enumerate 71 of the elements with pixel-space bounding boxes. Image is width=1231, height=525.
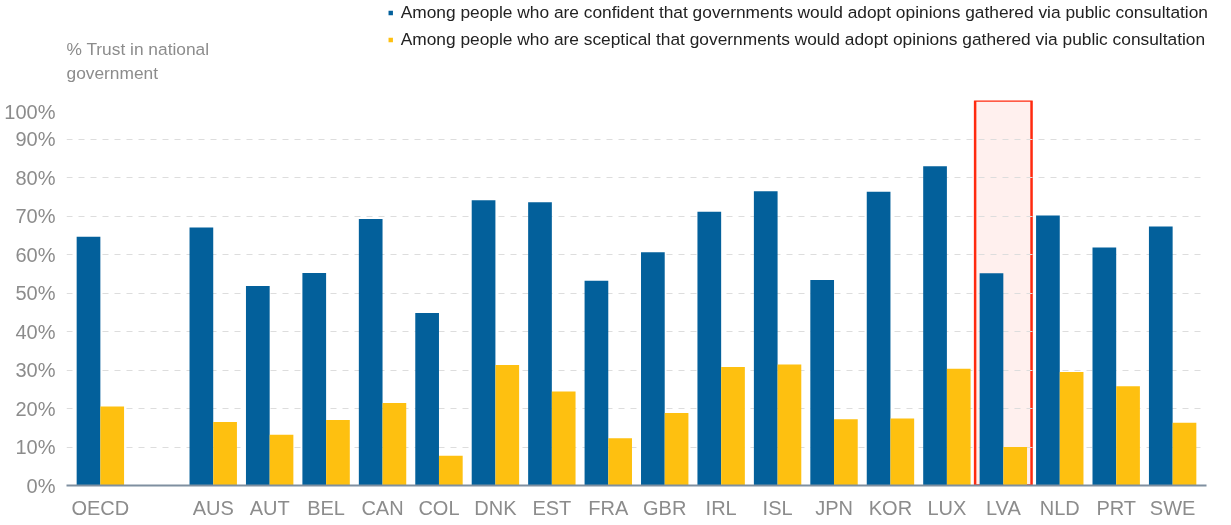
x-tick-label: LVA bbox=[985, 496, 1022, 519]
x-tick-label: IRL bbox=[705, 496, 737, 519]
y-tick-label: 80% bbox=[15, 166, 56, 189]
y-tick-label: 60% bbox=[15, 243, 56, 266]
bar bbox=[326, 420, 350, 486]
bar bbox=[1003, 447, 1028, 486]
x-tick-label: AUS bbox=[192, 496, 234, 519]
x-tick-label: CAN bbox=[361, 496, 404, 519]
legend-label: Among people who are confident that governments would adopt opinions gathered via public consultation bbox=[400, 2, 1208, 23]
y-tick-label: 40% bbox=[15, 320, 56, 343]
bar bbox=[697, 211, 722, 486]
bar bbox=[471, 200, 496, 486]
x-tick-label: LUX bbox=[927, 496, 967, 519]
x-tick-label: NLD bbox=[1039, 496, 1080, 519]
bar bbox=[979, 273, 1004, 486]
x-tick-label: DNK bbox=[474, 496, 518, 519]
x-tick-label: AUT bbox=[249, 496, 290, 519]
y-tick-label: 90% bbox=[15, 128, 56, 150]
x-tick-label: KOR bbox=[868, 496, 913, 519]
bar bbox=[1116, 386, 1140, 486]
bar bbox=[584, 280, 609, 486]
y-tick-label: 70% bbox=[15, 205, 56, 227]
x-tick-label: COL bbox=[418, 496, 460, 519]
legend-label: Among people who are sceptical that governments would adopt opinions gathered via public consultation bbox=[400, 29, 1206, 50]
bar bbox=[269, 434, 294, 486]
y-tick-label: 20% bbox=[15, 397, 56, 420]
bar bbox=[189, 227, 214, 486]
x-tick-label: JPN bbox=[815, 496, 853, 519]
bar bbox=[415, 313, 439, 486]
bar bbox=[358, 219, 383, 486]
bar bbox=[551, 391, 576, 486]
bar bbox=[753, 191, 778, 486]
x-tick-label: OECD bbox=[71, 496, 130, 519]
y-tick-label: 0% bbox=[26, 474, 56, 497]
y-axis-title: % Trust in national government bbox=[66, 38, 210, 83]
bar bbox=[641, 252, 665, 486]
bar bbox=[245, 286, 270, 486]
x-tick-label: ISL bbox=[762, 496, 793, 519]
bar bbox=[946, 368, 971, 486]
bar bbox=[1059, 371, 1084, 486]
bar bbox=[664, 413, 689, 486]
bar bbox=[213, 421, 237, 486]
bar bbox=[302, 272, 327, 486]
bar bbox=[495, 364, 520, 486]
y-tick-label: 50% bbox=[15, 282, 56, 304]
bar bbox=[76, 236, 101, 486]
bar bbox=[528, 202, 552, 486]
y-tick-label: 100% bbox=[4, 100, 56, 123]
bar bbox=[100, 406, 125, 486]
x-tick-label: GBR bbox=[643, 496, 687, 519]
y-tick-label: 10% bbox=[15, 436, 56, 458]
bar bbox=[923, 166, 947, 486]
x-tick-label: SWE bbox=[1149, 496, 1196, 519]
bar bbox=[890, 418, 915, 486]
x-tick-label: PRT bbox=[1096, 496, 1137, 519]
bar bbox=[866, 191, 891, 486]
bar bbox=[834, 419, 858, 486]
x-tick-label: BEL bbox=[307, 496, 346, 519]
x-tick-label: FRA bbox=[588, 496, 629, 519]
bar bbox=[438, 455, 463, 486]
bar bbox=[1172, 422, 1197, 486]
bar bbox=[1092, 247, 1117, 486]
bar bbox=[382, 403, 407, 486]
bar bbox=[810, 279, 835, 486]
y-tick-label: 30% bbox=[15, 359, 56, 381]
bar bbox=[608, 438, 632, 486]
bar bbox=[1036, 215, 1060, 486]
bar bbox=[1148, 226, 1173, 486]
bar bbox=[721, 366, 745, 486]
bar bbox=[777, 364, 802, 486]
x-tick-label: EST bbox=[532, 496, 572, 519]
